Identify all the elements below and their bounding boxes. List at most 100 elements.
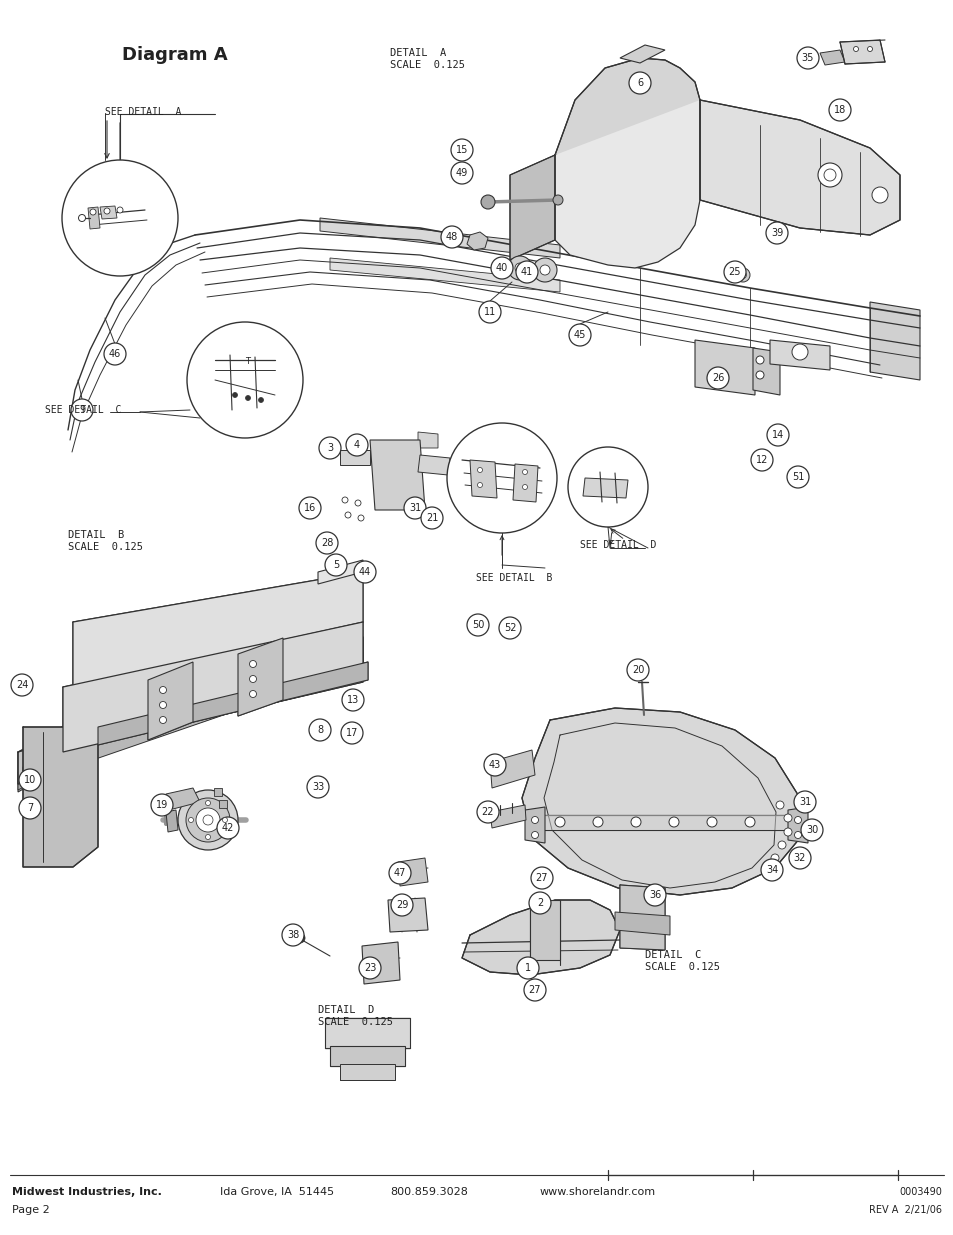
Circle shape	[186, 798, 230, 842]
Text: Diagram A: Diagram A	[122, 46, 228, 64]
Text: 38: 38	[287, 930, 299, 940]
Polygon shape	[219, 800, 227, 808]
Circle shape	[159, 716, 167, 724]
Circle shape	[346, 433, 368, 456]
Polygon shape	[317, 559, 363, 584]
Circle shape	[216, 818, 239, 839]
Circle shape	[871, 186, 887, 203]
Text: 39: 39	[770, 228, 782, 238]
Polygon shape	[555, 58, 700, 168]
Circle shape	[189, 818, 193, 823]
Circle shape	[151, 794, 172, 816]
Circle shape	[403, 496, 426, 519]
Circle shape	[357, 515, 364, 521]
Polygon shape	[98, 662, 368, 745]
Circle shape	[447, 424, 557, 534]
Text: 27: 27	[528, 986, 540, 995]
Circle shape	[222, 818, 227, 823]
Circle shape	[451, 162, 473, 184]
Polygon shape	[510, 156, 555, 261]
Circle shape	[853, 47, 858, 52]
Polygon shape	[388, 898, 428, 932]
Polygon shape	[619, 885, 664, 950]
Polygon shape	[530, 900, 559, 960]
Circle shape	[793, 790, 815, 813]
Circle shape	[828, 99, 850, 121]
Polygon shape	[18, 734, 92, 790]
Text: DETAIL  B
SCALE  0.125: DETAIL B SCALE 0.125	[68, 530, 143, 552]
Circle shape	[420, 508, 442, 529]
Circle shape	[866, 47, 872, 52]
Text: 4: 4	[354, 440, 359, 450]
Polygon shape	[582, 478, 627, 498]
Text: 34: 34	[765, 864, 778, 876]
Circle shape	[796, 47, 818, 69]
Text: 5: 5	[333, 559, 338, 571]
Text: 42: 42	[222, 823, 233, 832]
Circle shape	[788, 847, 810, 869]
Circle shape	[477, 483, 482, 488]
Text: 17: 17	[345, 727, 357, 739]
Circle shape	[282, 924, 304, 946]
Text: 50: 50	[472, 620, 484, 630]
Circle shape	[491, 257, 513, 279]
Polygon shape	[615, 911, 669, 935]
Circle shape	[78, 215, 86, 221]
Text: 43: 43	[488, 760, 500, 769]
Circle shape	[62, 161, 178, 275]
Text: T: T	[245, 357, 251, 367]
Polygon shape	[166, 788, 200, 809]
Circle shape	[298, 496, 320, 519]
Polygon shape	[752, 348, 780, 395]
Text: 22: 22	[481, 806, 494, 818]
Circle shape	[568, 324, 590, 346]
Circle shape	[783, 814, 791, 823]
Circle shape	[19, 797, 41, 819]
Text: 10: 10	[24, 776, 36, 785]
Circle shape	[723, 261, 745, 283]
Circle shape	[250, 690, 256, 698]
Text: 44: 44	[358, 567, 371, 577]
Circle shape	[791, 345, 807, 359]
Text: 29: 29	[395, 900, 408, 910]
Polygon shape	[477, 447, 497, 463]
Polygon shape	[532, 815, 800, 830]
Polygon shape	[417, 454, 450, 475]
Circle shape	[766, 424, 788, 446]
Text: 13: 13	[347, 695, 358, 705]
Polygon shape	[555, 100, 700, 268]
Circle shape	[294, 932, 305, 944]
Text: 18: 18	[833, 105, 845, 115]
Circle shape	[823, 169, 835, 182]
Polygon shape	[461, 900, 619, 974]
Text: 16: 16	[304, 503, 315, 513]
Circle shape	[159, 701, 167, 709]
Circle shape	[480, 195, 495, 209]
Text: 11: 11	[483, 308, 496, 317]
Circle shape	[345, 513, 351, 517]
Circle shape	[516, 261, 537, 283]
Circle shape	[794, 816, 801, 824]
Circle shape	[187, 322, 303, 438]
Polygon shape	[769, 340, 829, 370]
Text: 19: 19	[155, 800, 168, 810]
Text: 800.859.3028: 800.859.3028	[390, 1187, 467, 1197]
Polygon shape	[787, 806, 807, 844]
Polygon shape	[330, 258, 559, 291]
Text: SEE DETAIL  C: SEE DETAIL C	[45, 405, 121, 415]
Polygon shape	[533, 459, 553, 475]
Polygon shape	[490, 750, 535, 788]
Polygon shape	[18, 713, 88, 792]
Circle shape	[484, 490, 495, 500]
Text: DETAIL  A
SCALE  0.125: DETAIL A SCALE 0.125	[390, 48, 464, 69]
Circle shape	[340, 722, 363, 743]
Text: 25: 25	[728, 267, 740, 277]
Circle shape	[775, 802, 783, 809]
Text: REV A  2/21/06: REV A 2/21/06	[868, 1205, 941, 1215]
Circle shape	[531, 816, 537, 824]
Text: 6: 6	[637, 78, 642, 88]
Text: DETAIL  C
SCALE  0.125: DETAIL C SCALE 0.125	[644, 950, 720, 972]
Circle shape	[307, 776, 329, 798]
Circle shape	[250, 661, 256, 667]
Circle shape	[553, 195, 562, 205]
